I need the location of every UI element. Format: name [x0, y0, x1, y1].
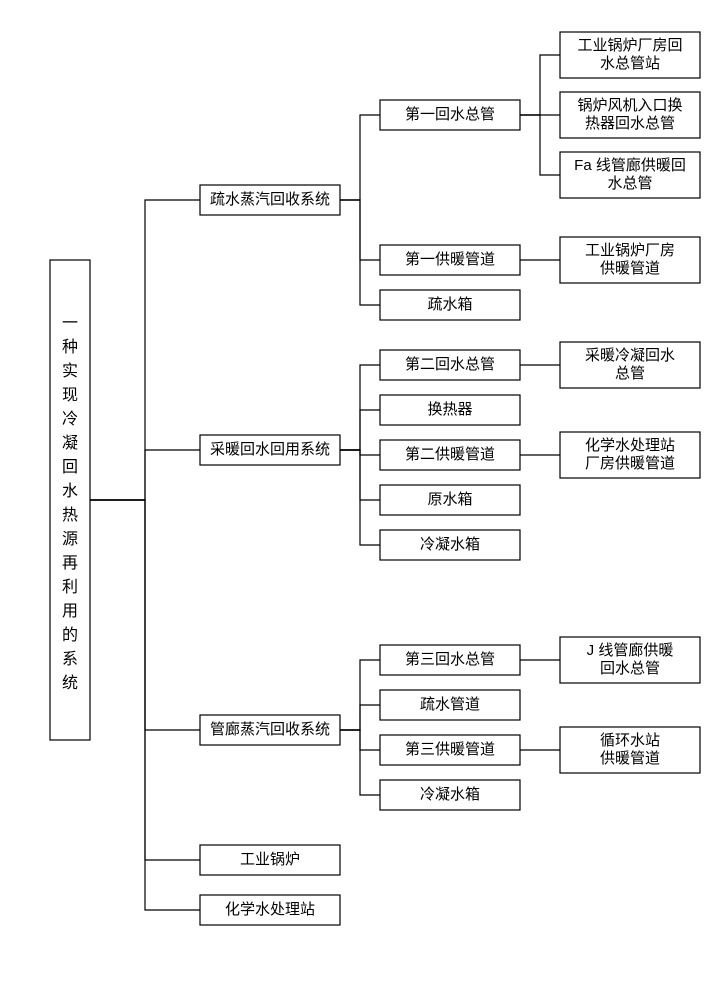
root-label: 一 — [62, 315, 78, 332]
n3c1-label: 循环水站 — [600, 732, 660, 749]
root-label: 实 — [62, 362, 78, 380]
edge — [90, 450, 200, 500]
n3a1-label: 回水总管 — [600, 660, 660, 677]
edge — [340, 730, 380, 795]
root-label: 用 — [62, 603, 78, 620]
n3b-label: 疏水管道 — [420, 696, 480, 713]
n1a-label: 第一回水总管 — [405, 105, 495, 123]
n2a1-label: 总管 — [615, 365, 645, 382]
n2c1-label: 化学水处理站 — [585, 437, 675, 454]
edge — [340, 200, 380, 305]
root-label: 热 — [62, 506, 78, 524]
root-label: 再 — [62, 555, 78, 572]
n2c1-label: 厂房供暖管道 — [585, 455, 675, 472]
n3d-label: 冷凝水箱 — [420, 786, 480, 803]
root-label: 回 — [62, 459, 78, 476]
n1-label: 疏水蒸汽回收系统 — [210, 191, 330, 208]
edge — [340, 705, 380, 730]
n1a3-label: Fa 线管廊供暖回 — [574, 157, 686, 174]
edge — [340, 410, 380, 450]
n2a-label: 第二回水总管 — [405, 355, 495, 373]
root-label: 的 — [62, 626, 78, 644]
n2d-label: 原水箱 — [427, 491, 472, 508]
n3c1-label: 供暖管道 — [600, 750, 660, 767]
n2b-label: 换热器 — [427, 401, 472, 418]
n2e-label: 冷凝水箱 — [420, 536, 480, 553]
n1a1-label: 水总管站 — [600, 55, 660, 72]
n3c-label: 第三供暖管道 — [405, 740, 495, 758]
root-label: 利 — [62, 578, 78, 596]
n2a1-label: 采暖冷凝回水 — [585, 347, 675, 364]
edge — [340, 115, 380, 200]
n4-label: 工业锅炉 — [240, 851, 300, 868]
root-label: 系 — [62, 650, 78, 668]
n1a3-label: 水总管 — [607, 175, 652, 192]
n3-label: 管廊蒸汽回收系统 — [210, 721, 330, 738]
n1b-label: 第一供暖管道 — [405, 250, 495, 268]
edge — [340, 450, 380, 545]
n3a1-label: J 线管廊供暖 — [587, 642, 674, 659]
root-label: 凝 — [62, 434, 78, 452]
root-label: 水 — [62, 482, 78, 500]
n1b1-label: 供暖管道 — [600, 260, 660, 277]
n2c-label: 第二供暖管道 — [405, 445, 495, 463]
edge — [90, 500, 200, 910]
n3a-label: 第三回水总管 — [405, 650, 495, 668]
n1a2-label: 热器回水总管 — [585, 115, 675, 132]
root-label: 冷 — [62, 410, 78, 428]
n5-label: 化学水处理站 — [225, 901, 315, 918]
n1a1-label: 工业锅炉厂房回 — [577, 37, 682, 54]
tree-diagram: 一种实现冷凝回水热源再利用的系统疏水蒸汽回收系统第一回水总管工业锅炉厂房回水总管… — [0, 0, 726, 1000]
n2-label: 采暖回水回用系统 — [210, 441, 330, 458]
edge — [520, 55, 560, 115]
root-label: 现 — [62, 387, 78, 404]
edge — [520, 115, 560, 175]
n1b1-label: 工业锅炉厂房 — [585, 242, 675, 259]
n1c-label: 疏水箱 — [427, 296, 472, 313]
root-label: 种 — [62, 338, 78, 356]
n1a2-label: 锅炉风机入口换 — [577, 97, 682, 114]
root-label: 源 — [62, 530, 78, 548]
root-label: 统 — [62, 674, 78, 692]
